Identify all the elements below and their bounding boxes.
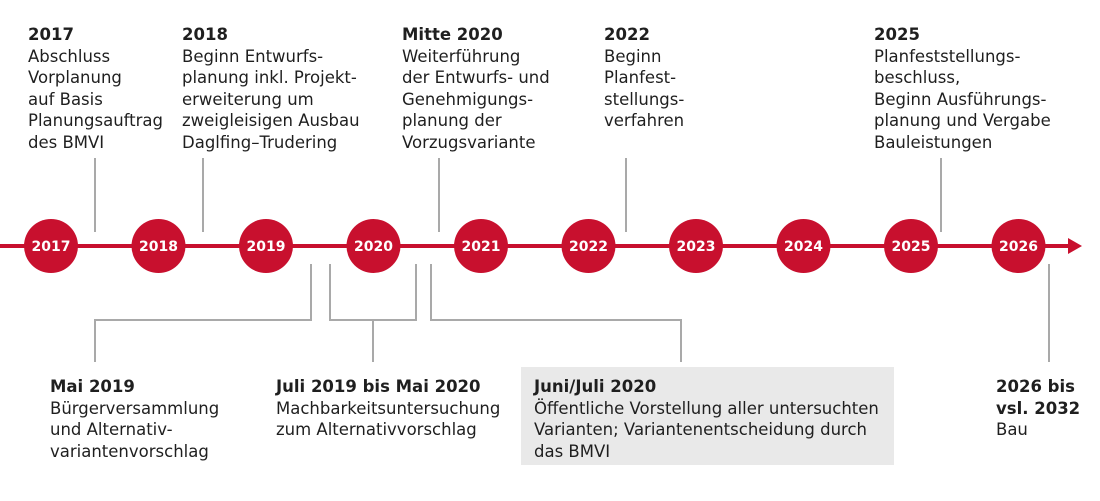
note-2017-text: Abschluss Vorplanung auf Basis Planungsa… (28, 46, 164, 152)
year-node-2022: 2022 (561, 219, 616, 273)
note-2026: 2026 bis vsl. 2032 Bau (996, 376, 1080, 441)
year-label: 2022 (569, 239, 608, 255)
year-node-2026: 2026 (991, 219, 1046, 273)
year-node-2018: 2018 (131, 219, 186, 273)
year-node-2024: 2024 (776, 219, 831, 273)
year-label: 2020 (354, 239, 393, 255)
note-mai-2019: Mai 2019 Bürgerversammlung und Alternati… (50, 376, 219, 462)
note-juni-juli-2020: Juni/Juli 2020 Öffentliche Vorstellung a… (534, 376, 879, 462)
note-2022-text: Beginn Planfest- stellungs- verfahren (604, 46, 685, 131)
year-label: 2017 (32, 239, 71, 255)
note-2018-text: Beginn Entwurfs- planung inkl. Projekt- … (182, 46, 360, 152)
year-node-2020: 2020 (346, 219, 401, 273)
year-label: 2025 (892, 239, 931, 255)
arrow-head-icon (1068, 238, 1082, 254)
year-circle (669, 219, 723, 273)
year-circle (991, 219, 1046, 273)
note-juli-2019-heading: Juli 2019 bis Mai 2020 (276, 377, 481, 396)
note-2017-heading: 2017 (28, 25, 74, 44)
note-juni-juli-2020-heading: Juni/Juli 2020 (534, 377, 657, 396)
year-label: 2023 (677, 239, 716, 255)
year-circle (24, 219, 78, 273)
note-mai-2019-text: Bürgerversammlung und Alternativ- varian… (50, 398, 220, 461)
year-circle (776, 219, 831, 273)
note-2025-heading: 2025 (874, 25, 920, 44)
year-node-2025: 2025 (884, 219, 938, 273)
connector-mai-2019 (94, 264, 312, 362)
note-2022-heading: 2022 (604, 25, 650, 44)
note-2025: 2025 Planfeststellungs- beschluss, Begin… (874, 24, 1051, 153)
note-juli-2019-text: Machbarkeitsuntersuchung zum Alternativv… (276, 398, 501, 440)
year-circle (346, 219, 401, 273)
note-2018: 2018 Beginn Entwurfs- planung inkl. Proj… (182, 24, 360, 153)
note-juni-juli-2020-text: Öffentliche Vorstellung aller untersucht… (534, 398, 879, 461)
note-2026-text: Bau (996, 420, 1028, 439)
note-2017: 2017 Abschluss Vorplanung auf Basis Plan… (28, 24, 163, 153)
note-mitte-2020: Mitte 2020 Weiterführung der Entwurfs- u… (402, 24, 550, 153)
year-circle (561, 219, 616, 273)
year-circle (131, 219, 186, 273)
note-mitte-2020-text: Weiterführung der Entwurfs- und Genehmig… (402, 46, 550, 152)
year-label: 2018 (139, 239, 178, 255)
year-node-2017: 2017 (24, 219, 78, 273)
year-node-2021: 2021 (454, 219, 508, 273)
note-juli-2019-bis-mai-2020: Juli 2019 bis Mai 2020 Machbarkeitsunter… (276, 376, 500, 441)
year-circle (454, 219, 508, 273)
year-label: 2026 (999, 239, 1038, 255)
year-label: 2019 (247, 239, 286, 255)
note-2025-text: Planfeststellungs- beschluss, Beginn Aus… (874, 46, 1051, 152)
note-mai-2019-heading: Mai 2019 (50, 377, 135, 396)
connector-juni-juli-2020 (430, 264, 682, 362)
note-2026-heading: 2026 bis vsl. 2032 (996, 377, 1081, 418)
year-label: 2024 (784, 239, 823, 255)
note-2022: 2022 Beginn Planfest- stellungs- verfahr… (604, 24, 684, 132)
year-nodes: 2017 2018 2019 2020 2021 2022 2023 2024 2025 2026 (24, 219, 1046, 273)
note-mitte-2020-heading: Mitte 2020 (402, 25, 503, 44)
note-2018-heading: 2018 (182, 25, 228, 44)
year-node-2019: 2019 (239, 219, 293, 273)
connector-lines (94, 158, 1050, 362)
year-circle (884, 219, 938, 273)
year-label: 2021 (462, 239, 501, 255)
year-node-2023: 2023 (669, 219, 723, 273)
year-circle (239, 219, 293, 273)
highlight-box (521, 367, 894, 465)
